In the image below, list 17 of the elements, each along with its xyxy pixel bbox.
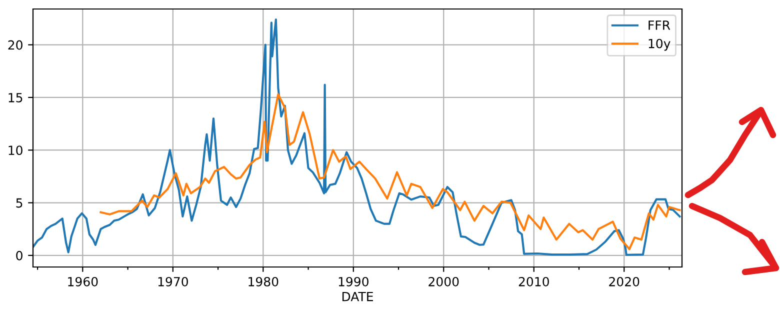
x-tick-label: 1970 <box>158 276 188 286</box>
legend-label: 10y <box>648 38 670 51</box>
x-tick-label: 1990 <box>338 276 368 286</box>
y-tick-label: 10 <box>8 146 22 156</box>
y-tick-label: 20 <box>8 40 22 50</box>
y-tick-label: 15 <box>8 93 22 102</box>
legend-label: FFR <box>648 20 670 30</box>
x-tick-label: 2010 <box>518 276 549 286</box>
x-tick-label: 2020 <box>609 276 640 286</box>
line-series <box>100 93 681 250</box>
x-axis-title: DATE <box>342 292 373 302</box>
x-tick-label: 1980 <box>248 276 278 286</box>
y-tick-label: 0 <box>16 250 22 260</box>
y-tick-label: 5 <box>16 198 22 208</box>
x-tick-label: 1960 <box>68 276 98 286</box>
line-series <box>33 18 681 256</box>
x-tick-label: 2000 <box>428 276 459 286</box>
